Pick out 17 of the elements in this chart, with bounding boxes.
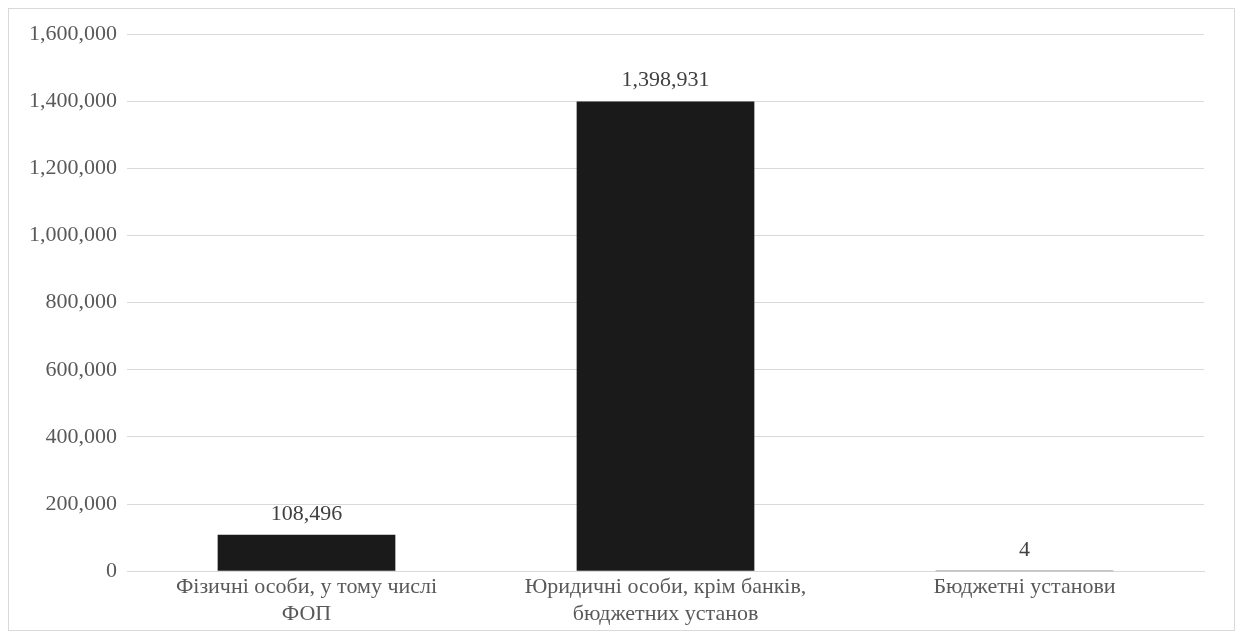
y-tick-label: 0 <box>106 556 117 582</box>
y-tick-label: 600,000 <box>45 355 117 381</box>
data-label: 4 <box>1019 535 1030 561</box>
x-tick-label: Юридичні особи, крім банків, бюджетних установ <box>524 573 807 625</box>
y-tick-label: 400,000 <box>45 422 117 448</box>
data-label: 108,496 <box>270 499 343 525</box>
data-label: 1,398,931 <box>621 66 710 92</box>
x-tick-label: Фізичні особи, у тому числі ФОП <box>175 573 438 625</box>
y-tick-label: 1,400,000 <box>29 86 117 112</box>
y-tick-label: 1,200,000 <box>29 154 117 180</box>
y-tick-label: 1,000,000 <box>29 221 117 247</box>
y-tick-label: 800,000 <box>45 288 117 314</box>
bar <box>576 101 755 571</box>
y-tick-label: 1,600,000 <box>29 19 117 45</box>
x-tick-label: Бюджетні установи <box>933 573 1116 599</box>
y-tick-label: 200,000 <box>45 489 117 515</box>
bar <box>217 534 396 571</box>
